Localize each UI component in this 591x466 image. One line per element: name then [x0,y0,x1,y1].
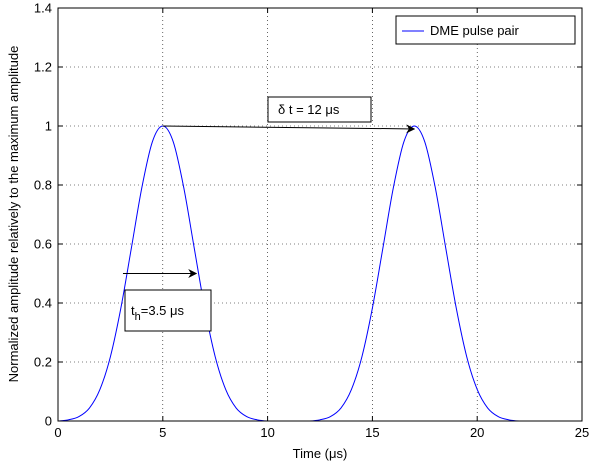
y-tick-label: 0 [45,414,52,429]
grid [58,8,582,421]
y-tick-label: 0.2 [34,355,52,370]
y-tick-label: 0.4 [34,296,52,311]
axis-ticks: 0 5 10 15 20 25 0 0.2 0.4 0.6 0.8 1 1.2 1.4 [34,1,589,441]
y-tick-label: 1 [45,119,52,134]
annotation-label-sub: h [135,311,141,323]
y-tick-label: 0.8 [34,178,52,193]
legend-label: DME pulse pair [430,23,520,38]
annotation-label-main: t [131,303,135,318]
annotation-box [267,96,372,123]
x-tick-label: 10 [260,425,274,440]
annotation-label: δ t = 12 μs [278,102,340,117]
y-tick-label: 1.2 [34,60,52,75]
y-tick-label: 0.6 [34,237,52,252]
annotation-box [124,289,212,332]
annotation-half-width: th=3.5 μs [122,269,212,332]
annotation-label-rest: =3.5 μs [141,303,185,318]
y-tick-label: 1.4 [34,1,52,16]
series-line [57,125,582,422]
x-tick-label: 25 [575,425,589,440]
series-layer [57,125,582,422]
annotation-label: th=3.5 μs [131,303,185,323]
annotation-delta-t: δ t = 12 μs [162,96,416,134]
plot-background [58,8,582,421]
y-axis-label: Normalized amplitude relatively to the m… [6,46,21,383]
x-axis-label: Time (μs) [293,446,348,461]
x-tick-label: 20 [470,425,484,440]
legend: DME pulse pair [395,15,576,45]
x-tick-label: 0 [54,425,61,440]
annotation-arrow [162,124,416,134]
plot-frame [57,7,583,422]
x-tick-label: 15 [365,425,379,440]
x-tick-label: 5 [159,425,166,440]
legend-box [395,15,576,45]
